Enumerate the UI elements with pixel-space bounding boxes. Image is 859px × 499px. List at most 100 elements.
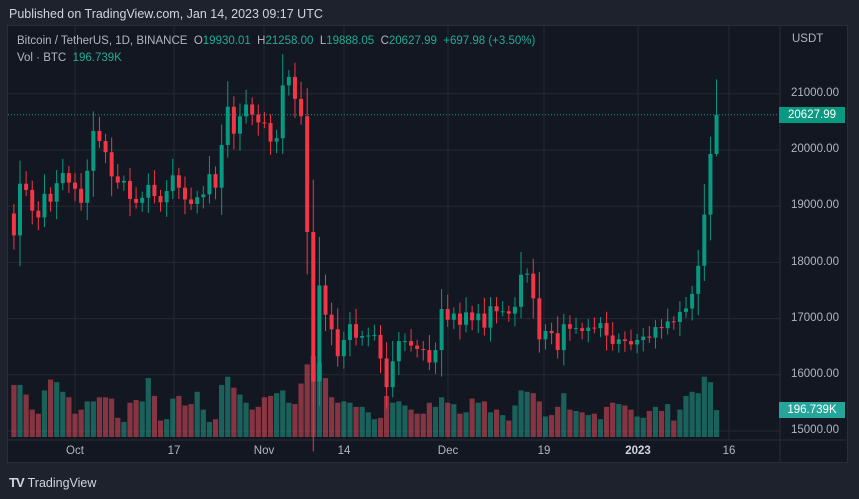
- volume-value: 196.739K: [72, 52, 122, 64]
- volume-bar: [506, 420, 512, 437]
- candle-body: [189, 199, 194, 204]
- volume-bar: [597, 419, 604, 437]
- volume-bar: [66, 397, 72, 437]
- candle-body: [439, 309, 444, 351]
- candle-body: [207, 174, 212, 195]
- volume-bar: [561, 393, 567, 437]
- volume-label[interactable]: Vol · BTC: [17, 52, 67, 64]
- candle-body: [127, 180, 132, 199]
- volume-bar: [133, 400, 139, 437]
- volume-bar: [139, 401, 145, 437]
- volume-bar: [322, 378, 329, 437]
- candle-body: [280, 85, 285, 139]
- volume-bar: [683, 395, 689, 437]
- volume-bar: [274, 393, 280, 437]
- candle-body: [415, 345, 420, 349]
- volume-bar: [622, 405, 628, 437]
- volume-legend: Vol · BTC 196.739K: [17, 52, 122, 64]
- volume-bar: [41, 390, 48, 437]
- candle-body: [641, 336, 646, 340]
- candle-body: [158, 196, 163, 203]
- time-label: Nov: [253, 445, 275, 457]
- close-value: 20627.99: [388, 35, 437, 47]
- candle-body: [421, 348, 426, 351]
- candle-body: [604, 323, 609, 336]
- candle-body: [152, 184, 157, 197]
- tradingview-logo[interactable]: TV TradingView: [9, 475, 96, 490]
- currency-unit[interactable]: USDT: [792, 33, 824, 45]
- volume-bar: [145, 378, 151, 437]
- candle-body: [714, 114, 719, 154]
- candle-body: [445, 309, 450, 320]
- candle-body: [347, 324, 352, 340]
- time-label: 19: [537, 445, 551, 457]
- change-value: +697.98 (+3.50%): [443, 35, 536, 47]
- volume-bar: [225, 376, 231, 437]
- candle-body: [476, 313, 481, 321]
- volume-bar: [408, 409, 414, 437]
- volume-bar: [286, 402, 292, 437]
- volume-bar: [677, 409, 683, 437]
- candle-body: [402, 341, 407, 343]
- volume-bar: [249, 409, 255, 437]
- candle-body: [341, 339, 346, 357]
- volume-bar: [11, 384, 17, 437]
- candle-body: [219, 144, 224, 188]
- candle-body: [85, 170, 90, 203]
- candle-body: [11, 213, 16, 236]
- candle-body: [525, 273, 530, 275]
- candle-body: [231, 106, 236, 134]
- candle-body: [592, 327, 597, 329]
- volume-bar: [280, 390, 286, 437]
- brand-name: TradingView: [27, 475, 97, 490]
- candle-body: [561, 324, 566, 351]
- candle-body: [274, 138, 279, 142]
- volume-bar: [487, 412, 494, 437]
- volume-bar: [426, 402, 432, 437]
- published-caption: Published on TradingView.com, Jan 14, 20…: [9, 7, 323, 21]
- candle-body: [66, 173, 71, 183]
- candle-body: [225, 106, 230, 145]
- volume-bar: [640, 417, 646, 437]
- volume-bar: [121, 421, 127, 437]
- candle-body: [354, 324, 359, 338]
- symbol-title[interactable]: Bitcoin / TetherUS, 1D, BINANCE: [17, 35, 188, 47]
- volume-bar: [47, 379, 54, 437]
- low-label: L: [319, 35, 327, 47]
- open-label: O: [193, 35, 203, 47]
- volume-bar: [60, 391, 66, 437]
- candle-body: [42, 193, 47, 218]
- volume-bar: [524, 391, 530, 437]
- volume-bar: [96, 397, 103, 437]
- candle-body: [574, 328, 579, 330]
- volume-bar: [78, 409, 84, 437]
- open-value: 19930.01: [202, 35, 251, 47]
- volume-bar: [536, 401, 542, 437]
- candle-body: [164, 191, 169, 203]
- candle-body: [684, 308, 688, 312]
- volume-bar: [347, 402, 353, 437]
- candle-body: [305, 116, 310, 233]
- candle-body: [610, 335, 615, 344]
- candle-body: [292, 76, 297, 99]
- candle-body: [690, 293, 695, 309]
- candle-body: [60, 173, 65, 184]
- volume-bar: [652, 406, 659, 437]
- time-label: 17: [167, 445, 181, 457]
- candle-body: [73, 182, 77, 189]
- price-label: 17000.00: [791, 312, 839, 324]
- volume-bar: [109, 398, 115, 437]
- candle-body: [390, 361, 395, 388]
- candle-body: [299, 98, 304, 117]
- candle-body: [317, 285, 322, 382]
- volume-bar: [384, 395, 390, 437]
- volume-bar: [212, 419, 219, 437]
- candle-body: [378, 334, 383, 359]
- candle-body: [195, 197, 200, 204]
- candle-body: [702, 214, 707, 266]
- volume-bar: [469, 398, 475, 437]
- candle-body: [580, 328, 585, 331]
- candle-body: [519, 274, 524, 307]
- price-label: 20000.00: [791, 143, 839, 155]
